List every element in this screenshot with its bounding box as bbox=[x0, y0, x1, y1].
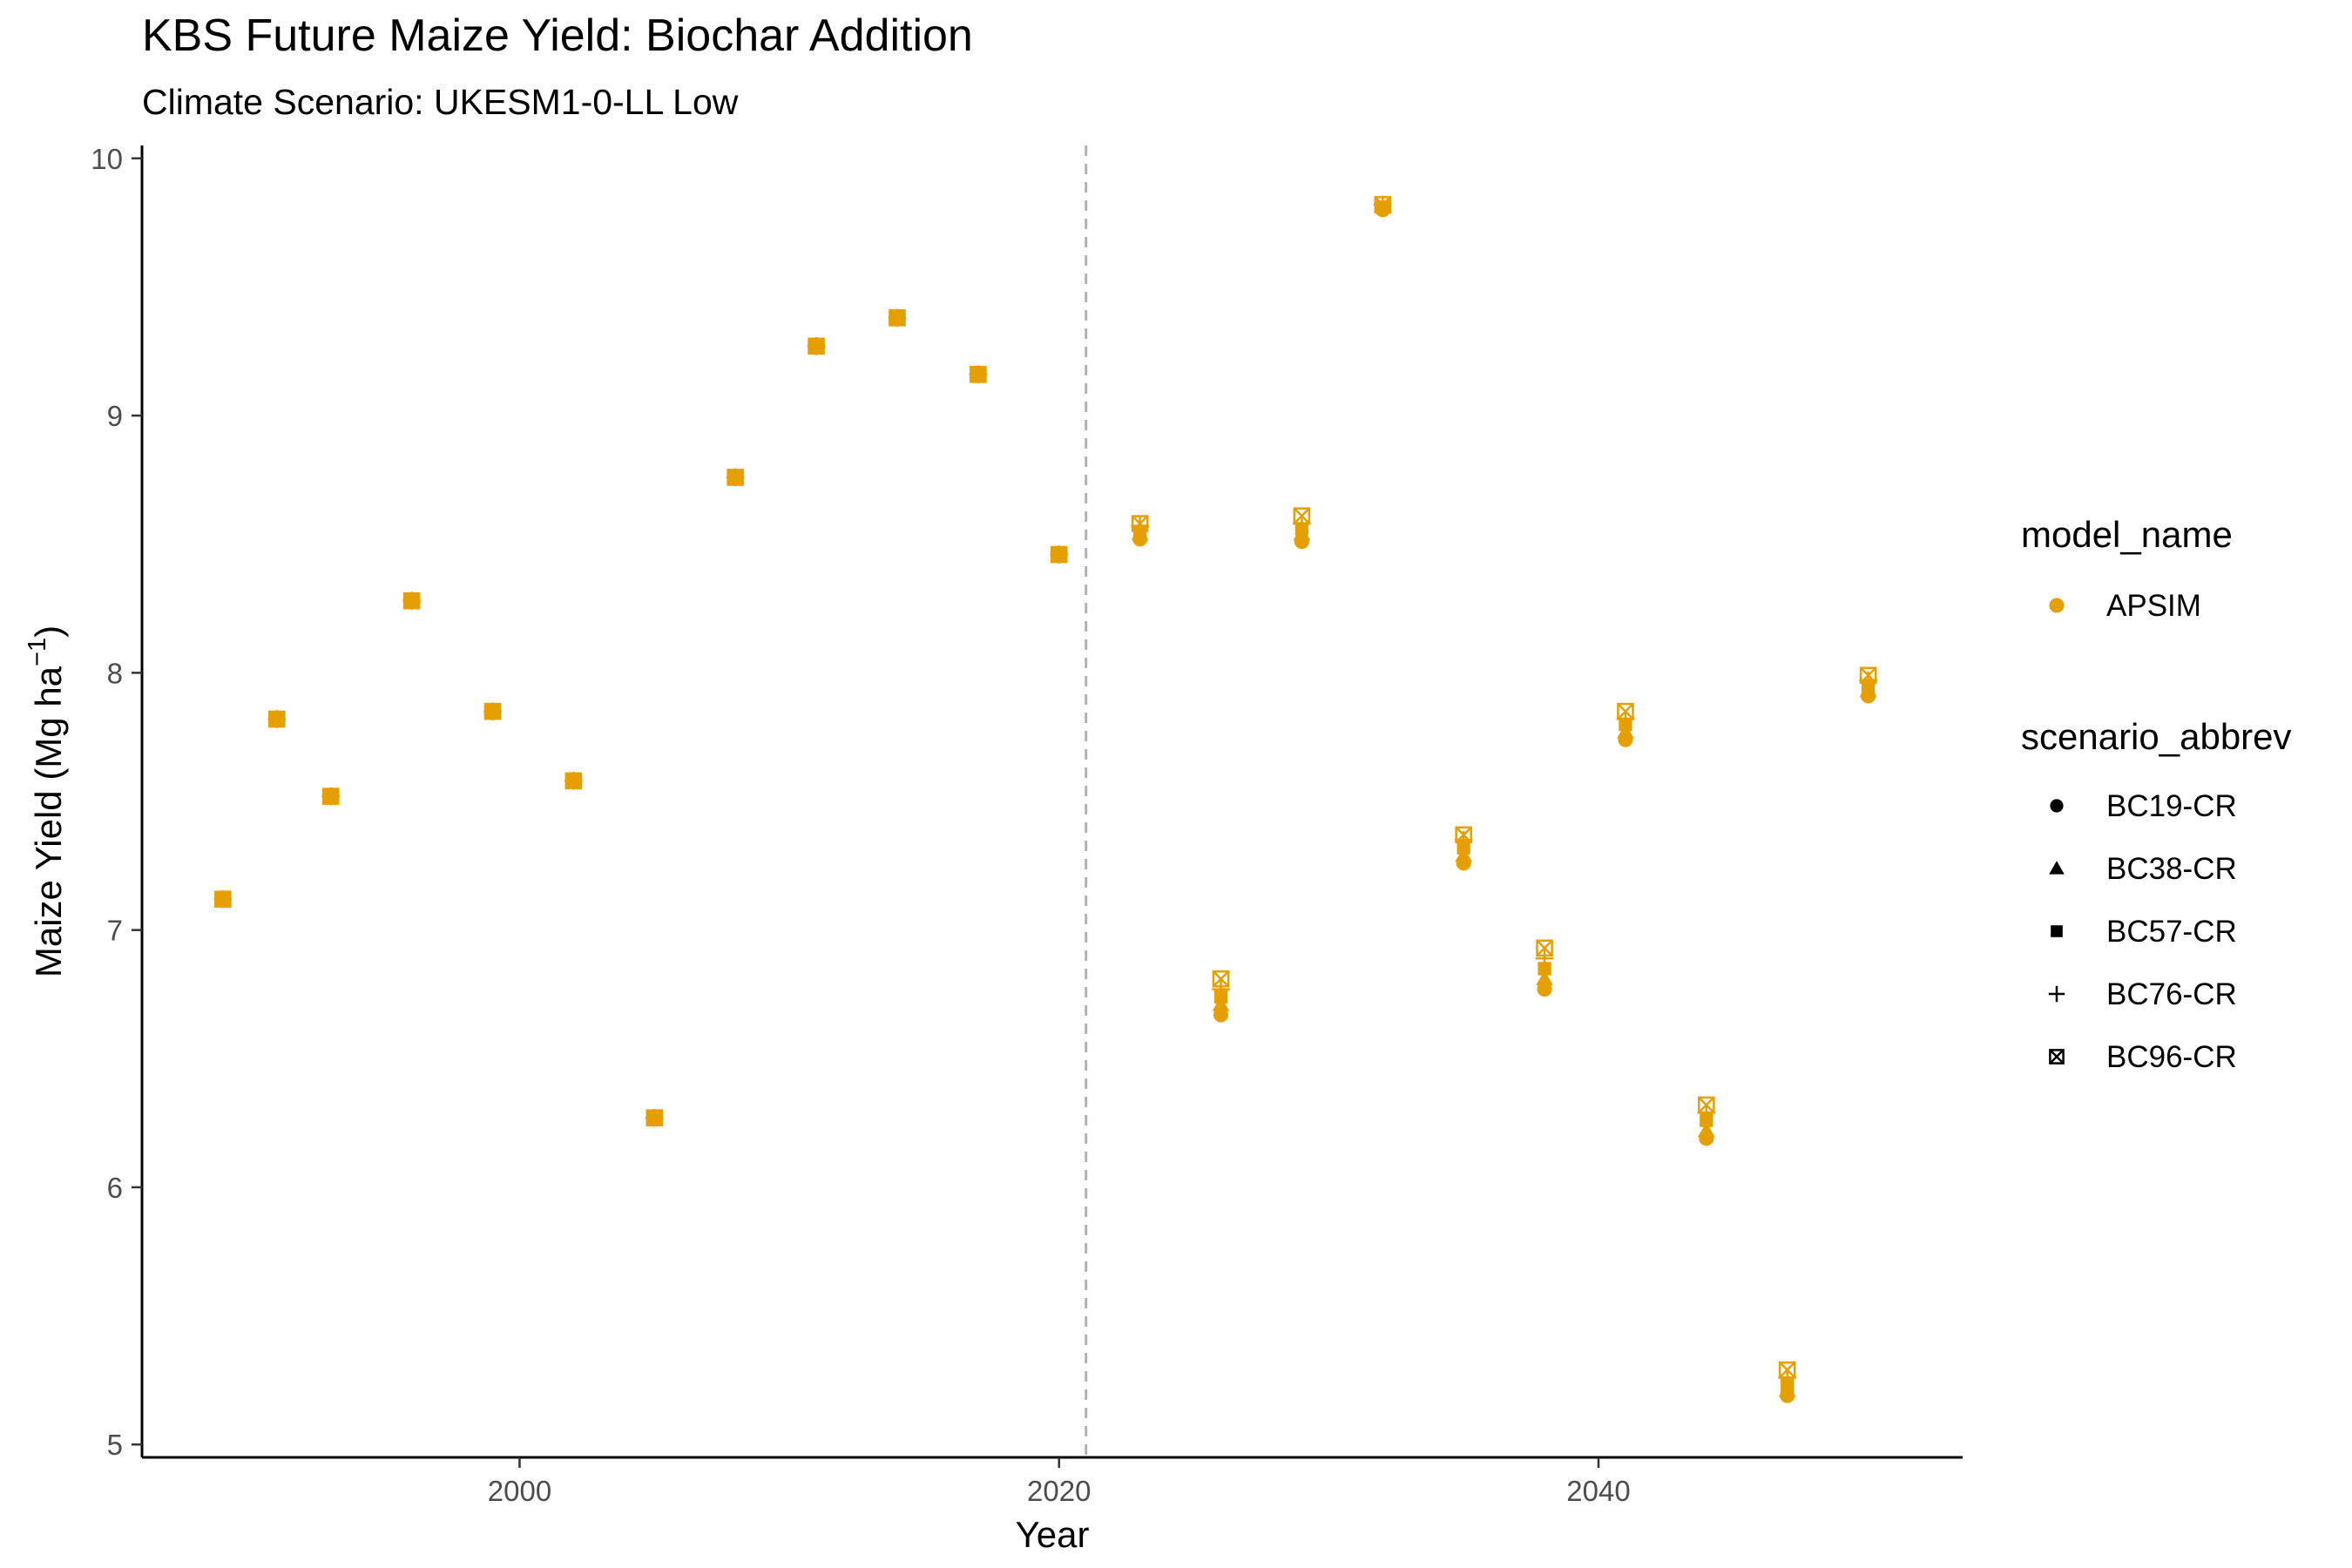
data-point bbox=[1617, 702, 1634, 720]
legend-color-items: APSIM bbox=[2049, 589, 2201, 623]
y-tick-label: 6 bbox=[107, 1172, 123, 1204]
data-point bbox=[1212, 980, 1230, 998]
data-point bbox=[483, 702, 502, 720]
data-point bbox=[1131, 515, 1149, 532]
data-point bbox=[808, 337, 825, 355]
legend-label: BC96-CR bbox=[2106, 1040, 2237, 1074]
y-axis-label-superscript: −1 bbox=[24, 638, 51, 666]
legend-key bbox=[2049, 861, 2065, 875]
legend-key bbox=[2050, 799, 2064, 813]
legend-shape-items: BC19-CR BC38-CR BC57-CR BC76-CR BC96-CR bbox=[2048, 789, 2237, 1074]
data-point bbox=[1374, 196, 1392, 213]
legend: model_name APSIM scenario_abbrev BC19-CR… bbox=[2021, 514, 2292, 1074]
legend-key bbox=[2049, 598, 2065, 613]
data-point bbox=[1455, 826, 1472, 844]
legend-item-BC19-CR: BC19-CR bbox=[2050, 789, 2237, 823]
y-tick-label: 5 bbox=[107, 1429, 123, 1461]
chart-title: KBS Future Maize Yield: Biochar Addition bbox=[142, 10, 973, 61]
data-point bbox=[1050, 545, 1068, 564]
axes bbox=[140, 145, 1963, 1459]
data-point bbox=[1212, 970, 1230, 988]
data-point bbox=[564, 772, 583, 790]
legend-item-APSIM: APSIM bbox=[2049, 589, 2201, 623]
data-point bbox=[1293, 507, 1311, 525]
legend-label: BC57-CR bbox=[2106, 915, 2237, 949]
legend-shape-title: scenario_abbrev bbox=[2021, 716, 2292, 757]
y-tick-label: 8 bbox=[107, 657, 123, 689]
y-axis-label-close: ) bbox=[28, 625, 69, 638]
data-point bbox=[1698, 1096, 1715, 1114]
legend-color-title: model_name bbox=[2021, 514, 2233, 555]
data-point bbox=[321, 787, 340, 805]
data-point bbox=[402, 591, 421, 610]
legend-label: APSIM bbox=[2106, 589, 2201, 623]
data-point bbox=[1536, 970, 1553, 986]
plot-area bbox=[213, 145, 1877, 1457]
data-point bbox=[1778, 1361, 1796, 1379]
x-tick-label: 2040 bbox=[1566, 1475, 1630, 1507]
data-point bbox=[1859, 666, 1877, 685]
legend-item-BC76-CR: BC76-CR bbox=[2048, 977, 2237, 1011]
y-axis-label-text: Maize Yield (Mg ha bbox=[28, 666, 69, 977]
legend-label: BC76-CR bbox=[2106, 977, 2237, 1011]
x-ticks: 2000 2020 2040 bbox=[488, 1457, 1631, 1507]
data-point bbox=[214, 890, 232, 909]
data-point bbox=[1213, 1007, 1229, 1023]
legend-item-BC38-CR: BC38-CR bbox=[2049, 852, 2237, 886]
legend-key bbox=[2051, 925, 2063, 937]
y-tick-label: 10 bbox=[91, 143, 123, 175]
x-tick-label: 2020 bbox=[1027, 1475, 1091, 1507]
legend-key bbox=[2048, 985, 2065, 1003]
data-point bbox=[1131, 517, 1149, 536]
data-point bbox=[889, 309, 906, 327]
x-axis-label: Year bbox=[1016, 1514, 1090, 1555]
data-point bbox=[1697, 1122, 1715, 1138]
y-tick-label: 7 bbox=[107, 915, 123, 947]
chart-subtitle: Climate Scenario: UKESM1-0-LL Low bbox=[142, 82, 739, 122]
data-point bbox=[727, 469, 744, 486]
legend-item-BC96-CR: BC96-CR bbox=[2049, 1040, 2237, 1074]
data-point bbox=[1537, 982, 1552, 997]
data-point bbox=[970, 366, 987, 383]
legend-label: BC38-CR bbox=[2106, 852, 2237, 886]
y-ticks: 5 6 7 8 9 10 bbox=[91, 143, 142, 1461]
data-point bbox=[1538, 962, 1551, 976]
legend-item-BC57-CR: BC57-CR bbox=[2051, 915, 2237, 949]
legend-key bbox=[2049, 1049, 2065, 1064]
x-tick-label: 2000 bbox=[488, 1475, 551, 1507]
y-tick-label: 9 bbox=[107, 400, 123, 432]
data-point bbox=[1536, 939, 1553, 957]
data-point bbox=[645, 1109, 664, 1127]
data-point bbox=[268, 710, 286, 728]
series-BC96-CR bbox=[214, 196, 1877, 1379]
data-point bbox=[1535, 949, 1554, 968]
legend-label: BC19-CR bbox=[2106, 789, 2237, 823]
y-axis-label: Maize Yield (Mg ha−1) bbox=[24, 625, 69, 977]
